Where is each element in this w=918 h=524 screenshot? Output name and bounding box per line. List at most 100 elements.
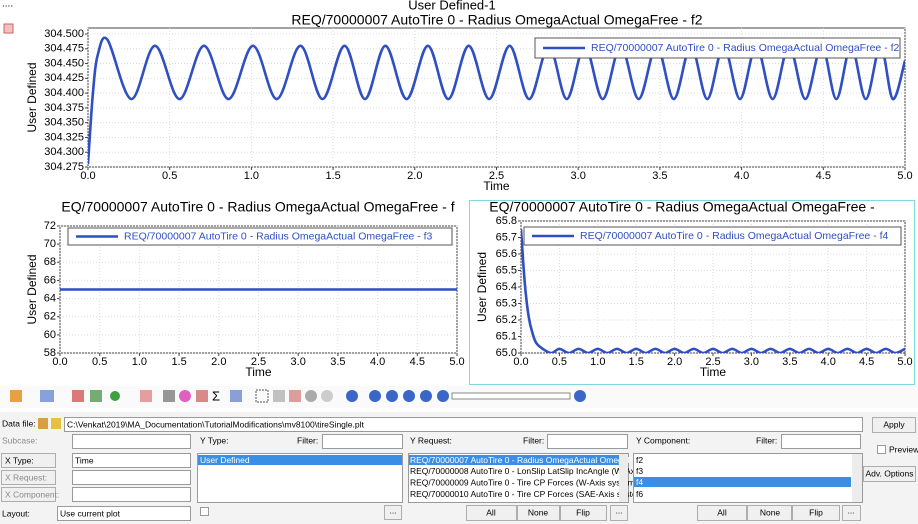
y-component-item[interactable]: f3 (636, 466, 643, 476)
preview-checkbox[interactable] (877, 445, 886, 454)
y-request-label: Y Request: (410, 435, 452, 445)
y-tick-label: 72 (44, 220, 56, 232)
x-type-combo[interactable] (72, 453, 191, 468)
tool-icon[interactable] (140, 390, 152, 402)
tool-icon[interactable] (230, 390, 242, 402)
none-button[interactable] (517, 505, 560, 521)
flip-button[interactable] (792, 505, 840, 521)
x-tick-label: 2.5 (489, 170, 504, 182)
layout-value: Use current plot (60, 508, 121, 518)
tool-icon[interactable] (289, 390, 301, 402)
subcase-combo[interactable] (72, 434, 191, 449)
tool-icon[interactable] (305, 390, 317, 402)
x-tick-label: 1.5 (325, 170, 340, 182)
flip-button[interactable] (560, 505, 607, 521)
player-button[interactable] (437, 390, 449, 402)
tool-icon[interactable] (110, 391, 120, 401)
x-component-combo[interactable] (72, 487, 191, 502)
y-tick-label: 65.0 (496, 347, 517, 359)
tool-icon[interactable] (90, 390, 102, 402)
x-tick-label: 0.5 (552, 356, 567, 368)
player-button[interactable] (420, 390, 432, 402)
chart-title: EQ/70000007 AutoTire 0 - Radius OmegaAct… (489, 199, 875, 215)
scrollbar[interactable] (852, 454, 862, 502)
player-button[interactable] (403, 390, 415, 402)
active-window-frame (469, 200, 915, 385)
tool-icon[interactable] (273, 390, 285, 402)
filter-label: Filter: (523, 435, 544, 445)
tool-icon[interactable] (574, 390, 586, 402)
tool-icon[interactable] (40, 390, 54, 402)
layout-label: Layout: (2, 508, 30, 518)
layout-more-button[interactable] (384, 505, 402, 520)
button-label: ... (847, 505, 854, 515)
selected-row[interactable] (198, 455, 402, 465)
y-request-item[interactable]: REQ/70000007 AutoTire 0 - Radius OmegaAc… (410, 455, 633, 465)
x-tick-label: 5.0 (449, 356, 464, 368)
selected-row[interactable] (409, 455, 619, 465)
x-request-combo[interactable] (72, 470, 191, 485)
data-file-input[interactable] (64, 417, 863, 432)
tool-icon[interactable] (179, 390, 191, 402)
y-tick-label: 65.5 (496, 264, 517, 276)
slider[interactable] (451, 392, 571, 400)
window-icon[interactable] (3, 23, 14, 34)
x-type-value: Time (75, 455, 94, 465)
player-button[interactable] (369, 390, 381, 402)
x-type-button[interactable] (1, 453, 56, 468)
y-tick-label: 64 (44, 292, 56, 304)
y-axis-label: User Defined (25, 254, 39, 324)
tool-icon[interactable]: Σ (212, 388, 220, 403)
more-button[interactable] (610, 505, 628, 521)
x-tick-label: 2.0 (211, 356, 226, 368)
checkbox[interactable] (200, 507, 209, 516)
y-tick-label: 304.425 (44, 72, 84, 84)
player-button[interactable] (386, 390, 398, 402)
all-button[interactable] (697, 505, 747, 521)
tool-icon[interactable] (10, 390, 22, 402)
scrollbar[interactable] (619, 454, 628, 502)
x-tick-label: 3.5 (652, 170, 667, 182)
x-request-button[interactable] (1, 470, 56, 485)
legend-box (534, 37, 901, 59)
x-tick-label: 4.5 (816, 170, 831, 182)
y-component-item[interactable]: f4 (636, 477, 643, 487)
filter-label: Filter: (756, 435, 777, 445)
y-axis-label: User Defined (475, 252, 489, 322)
y-tick-label: 68 (44, 256, 56, 268)
x-component-label: X Component: (5, 489, 59, 499)
filter-input[interactable] (547, 434, 628, 449)
tool-icon[interactable] (346, 390, 358, 402)
y-tick-label: 65.6 (496, 248, 517, 260)
x-tick-label: 1.0 (244, 170, 259, 182)
y-tick-label: 60 (44, 329, 56, 341)
x-axis-label: Time (245, 365, 272, 379)
subcase-label: Subcase: (2, 435, 37, 445)
y-type-item[interactable]: User Defined (200, 455, 250, 465)
adv-options-button[interactable] (863, 466, 916, 482)
filter-input[interactable] (781, 434, 861, 449)
tool-icon[interactable] (196, 390, 208, 402)
none-button[interactable] (747, 505, 792, 521)
y-component-item[interactable]: f2 (636, 455, 643, 465)
y-request-item[interactable]: REQ/70000010 AutoTire 0 - Tire CP Forces… (410, 489, 637, 499)
more-button[interactable] (842, 505, 861, 521)
y-request-item[interactable]: REQ/70000009 AutoTire 0 - Tire CP Forces… (410, 477, 638, 487)
y-request-item[interactable]: REQ/70000008 AutoTire 0 - LonSlip LatSli… (410, 466, 641, 476)
apply-button[interactable] (872, 417, 916, 433)
filter-input[interactable] (322, 434, 403, 449)
y-tick-label: 304.325 (44, 131, 84, 143)
folder-icon[interactable] (51, 418, 61, 429)
selected-row[interactable] (634, 477, 851, 487)
menu-dots[interactable]: .... (2, 0, 13, 10)
all-button[interactable] (466, 505, 517, 521)
layout-combo[interactable] (57, 506, 191, 521)
tool-icon[interactable] (72, 390, 84, 402)
x-component-button[interactable] (1, 487, 56, 502)
x-tick-label: 1.0 (132, 356, 147, 368)
tool-icon[interactable] (255, 389, 269, 403)
tool-icon[interactable] (163, 390, 175, 402)
y-component-item[interactable]: f6 (636, 489, 643, 499)
file-icon[interactable] (38, 418, 48, 429)
tool-icon[interactable] (321, 390, 333, 402)
